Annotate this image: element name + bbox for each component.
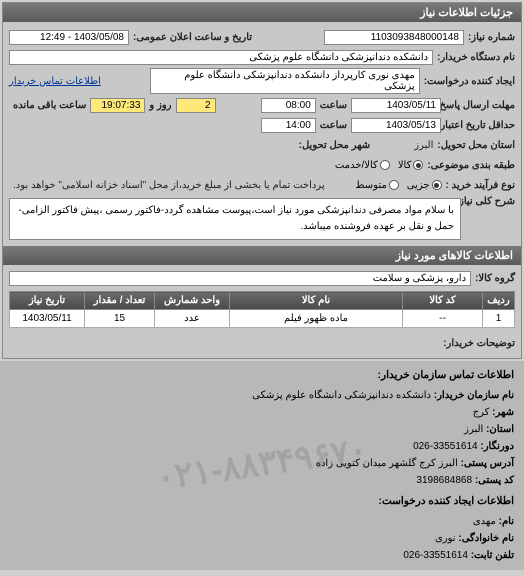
cell-code: -- <box>403 310 483 328</box>
creator-name-line: نام: مهدی <box>10 513 514 530</box>
main-panel: جزئیات اطلاعات نیاز شماره نیاز: 11030938… <box>2 2 522 359</box>
buyer-addr-line: آدرس پستی: البرز کرج گلشهر میدان کتویی ز… <box>10 455 514 472</box>
min-valid-label: حداقل تاریخ اعتبار قیمت: تا تاریخ: <box>445 120 515 131</box>
min-valid-date-field: 1403/05/13 <box>351 118 441 133</box>
group-field: دارو، پزشکی و سلامت <box>9 271 471 286</box>
goods-class-label: طبقه بندی موضوعی: <box>427 160 515 171</box>
items-table: ردیف کد کالا نام کالا واحد شمارش تعداد /… <box>9 291 515 328</box>
cell-unit: عدد <box>155 310 230 328</box>
remain-label: ساعت باقی مانده <box>13 100 86 111</box>
cell-row: 1 <box>483 310 515 328</box>
time-label-2: ساعت <box>320 120 347 131</box>
th-unit: واحد شمارش <box>155 292 230 310</box>
row-province: استان محل تحویل: البرز شهر محل تحویل: <box>9 136 515 154</box>
th-code: کد کالا <box>403 292 483 310</box>
desc-box: با سلام مواد مصرفی دندانپزشکی مورد نیاز … <box>9 198 461 240</box>
radio-dot-icon <box>413 160 423 170</box>
goods-radio-group: کالا کالا/خدمت <box>335 160 423 171</box>
buyer-post-line: کد پستی: 3198684868 <box>10 472 514 489</box>
contact-link[interactable]: اطلاعات تماس خریدار <box>9 76 101 87</box>
table-header-row: ردیف کد کالا نام کالا واحد شمارش تعداد /… <box>10 292 515 310</box>
th-date: تاریخ نیاز <box>10 292 85 310</box>
province-label: استان محل تحویل: <box>437 140 515 151</box>
buyer-province-line: استان: البرز <box>10 421 514 438</box>
row-desc: شرح کلی نیاز: با سلام مواد مصرفی دندانپز… <box>9 196 515 240</box>
group-header: اطلاعات کالاهای مورد نیاز <box>3 246 521 265</box>
announce-field: 1403/05/08 - 12:49 <box>9 30 129 45</box>
row-process: نوع فرآیند خرید : جزیی متوسط پرداخت تمام… <box>9 176 515 194</box>
table-body: 1--ماده ظهور فیلمعدد151403/05/11 <box>10 310 515 328</box>
radio-dot-icon <box>380 160 390 170</box>
table-row[interactable]: 1--ماده ظهور فیلمعدد151403/05/11 <box>10 310 515 328</box>
panel-header: جزئیات اطلاعات نیاز <box>3 3 521 22</box>
row-buyer-dev: نام دستگاه خریدار: دانشکده دندانپزشکی دا… <box>9 48 515 66</box>
row-creator: ایجاد کننده درخواست: مهدی نوری کارپرداز … <box>9 68 515 94</box>
buyer-dev-label: نام دستگاه خریدار: <box>437 52 515 63</box>
group-label: گروه کالا: <box>475 273 515 284</box>
time-remain-field: 19:07:33 <box>90 98 145 113</box>
th-row: ردیف <box>483 292 515 310</box>
radio-low[interactable]: جزیی <box>407 180 442 191</box>
need-no-field: 1103093848000148 <box>324 30 464 45</box>
row-need-no: شماره نیاز: 1103093848000148 تاریخ و ساع… <box>9 28 515 46</box>
desc-label: شرح کلی نیاز: <box>465 196 515 207</box>
process-label: نوع فرآیند خرید : <box>446 180 515 191</box>
panel-title: جزئیات اطلاعات نیاز <box>420 7 513 19</box>
deadline-label: مهلت ارسال پاسخ: <box>445 100 515 111</box>
buyer-fax-line: دورنگار: 33551614-026 <box>10 438 514 455</box>
radio-dot-icon <box>432 180 442 190</box>
min-valid-time-field: 14:00 <box>261 118 316 133</box>
process-radio-group: جزیی متوسط <box>355 180 441 191</box>
radio-dot-icon <box>389 180 399 190</box>
province-value: البرز <box>414 140 433 151</box>
city-label: شهر محل تحویل: <box>299 140 371 151</box>
radio-mid[interactable]: متوسط <box>355 180 398 191</box>
radio-khadamat[interactable]: کالا/خدمت <box>335 160 390 171</box>
cell-name: ماده ظهور فیلم <box>230 310 403 328</box>
buyer-dev-field: دانشکده دندانپزشکی دانشگاه علوم پزشکی <box>9 50 433 65</box>
need-no-label: شماره نیاز: <box>468 32 515 43</box>
row-group: گروه کالا: دارو، پزشکی و سلامت <box>9 269 515 287</box>
creator-label: ایجاد کننده درخواست: <box>424 76 515 87</box>
panel-body: شماره نیاز: 1103093848000148 تاریخ و ساع… <box>3 22 521 358</box>
row-deadline: مهلت ارسال پاسخ: 1403/05/11 ساعت 08:00 2… <box>9 96 515 114</box>
creator-tel-line: تلفن ثابت: 33551614-026 <box>10 547 514 564</box>
buyer-info-header: اطلاعات تماس سازمان خریدار: <box>10 367 514 385</box>
buyer-info-panel: ۰۲۱-۸۸۳۴۹۶۷۰ اطلاعات تماس سازمان خریدار:… <box>0 361 524 570</box>
time-label-1: ساعت <box>320 100 347 111</box>
deadline-date-field: 1403/05/11 <box>351 98 441 113</box>
th-name: نام کالا <box>230 292 403 310</box>
cell-date: 1403/05/11 <box>10 310 85 328</box>
creator-lname-line: نام خانوادگی: نوری <box>10 530 514 547</box>
row-min-valid: حداقل تاریخ اعتبار قیمت: تا تاریخ: 1403/… <box>9 116 515 134</box>
row-goods-class: طبقه بندی موضوعی: کالا کالا/خدمت <box>9 156 515 174</box>
creator-field: مهدی نوری کارپرداز دانشکده دندانپزشکی دا… <box>150 68 420 94</box>
radio-kala[interactable]: کالا <box>398 160 424 171</box>
buyer-city-line: شهر: کرج <box>10 404 514 421</box>
creator-info-header: اطلاعات ایجاد کننده درخواست: <box>10 493 514 511</box>
cell-qty: 15 <box>85 310 155 328</box>
announce-label: تاریخ و ساعت اعلان عمومی: <box>133 32 252 43</box>
days-label: روز و <box>149 100 171 111</box>
deadline-time-field: 08:00 <box>261 98 316 113</box>
notes-label: توضیحات خریدار: <box>443 338 515 349</box>
buyer-org-line: نام سازمان خریدار: دانشکده دندانپزشکی دا… <box>10 387 514 404</box>
process-note: پرداخت تمام یا بخشی از مبلغ خرید،از محل … <box>13 180 325 191</box>
row-notes: توضیحات خریدار: <box>9 334 515 352</box>
days-remain-field: 2 <box>176 98 216 113</box>
th-qty: تعداد / مقدار <box>85 292 155 310</box>
